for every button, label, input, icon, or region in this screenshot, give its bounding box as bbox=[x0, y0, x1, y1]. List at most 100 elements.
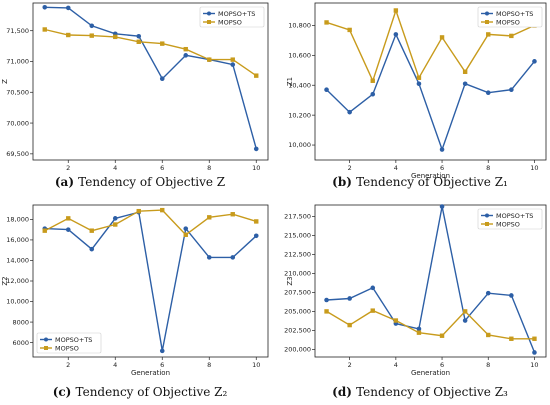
data-point bbox=[206, 255, 212, 260]
panel-caption: (a) Tendency of Objective Z bbox=[55, 175, 225, 189]
data-point bbox=[532, 336, 537, 341]
data-point bbox=[509, 87, 514, 93]
data-point bbox=[230, 212, 235, 217]
series-line-2 bbox=[44, 28, 257, 77]
x-tick-label: 10 bbox=[530, 361, 538, 369]
data-point bbox=[393, 318, 399, 323]
data-point bbox=[462, 309, 468, 314]
x-tick-label: 4 bbox=[394, 361, 398, 369]
legend-label: MOPSO+TS bbox=[55, 336, 92, 344]
y-tick-label: 210,000 bbox=[284, 270, 311, 278]
y-tick-label: 71,500 bbox=[6, 27, 29, 35]
panel-caption: (d) Tendency of Objective Z₃ bbox=[332, 385, 508, 399]
y-tick-label: 215,000 bbox=[284, 232, 311, 240]
data-point bbox=[370, 308, 375, 313]
legend-swatch-marker bbox=[207, 20, 211, 24]
data-point bbox=[462, 69, 468, 74]
data-point bbox=[136, 208, 141, 214]
data-point bbox=[113, 34, 118, 40]
x-axis-label: Generation bbox=[411, 369, 450, 377]
y-tick-label: 70,000 bbox=[6, 119, 29, 127]
data-point bbox=[230, 57, 235, 62]
data-point bbox=[42, 5, 48, 10]
data-point bbox=[160, 41, 165, 46]
data-point bbox=[89, 246, 95, 252]
data-point bbox=[347, 296, 352, 301]
y-tick-label: 202,500 bbox=[284, 327, 311, 335]
y-tick-label: 18,000 bbox=[6, 216, 29, 224]
data-point bbox=[486, 32, 491, 37]
data-point bbox=[183, 226, 189, 231]
x-tick-label: 2 bbox=[348, 361, 352, 369]
data-point bbox=[462, 81, 468, 87]
data-point bbox=[370, 78, 375, 83]
x-tick-label: 10 bbox=[252, 164, 260, 172]
data-point bbox=[485, 290, 491, 296]
panel-caption: (c) Tendency of Objective Z₂ bbox=[53, 385, 228, 399]
x-tick-label: 6 bbox=[160, 164, 164, 172]
data-point bbox=[509, 33, 514, 39]
legend-box bbox=[477, 208, 543, 230]
legend-box bbox=[36, 332, 102, 354]
caption-letter: (d) bbox=[332, 385, 356, 399]
caption-letter: (c) bbox=[53, 385, 76, 399]
data-point bbox=[509, 293, 514, 298]
chart-panel-3: 2 4 6 8 10 6000 8000 10,000 12,000 14,000 16,000 18… bbox=[1, 204, 269, 399]
y-tick-label: 207,500 bbox=[284, 289, 311, 297]
y-tick-label: 69,500 bbox=[6, 150, 29, 158]
data-point bbox=[462, 318, 468, 323]
data-point bbox=[113, 222, 118, 227]
y-tick-label: 10,000 bbox=[6, 298, 29, 306]
series-line-1 bbox=[326, 206, 536, 353]
legend-box bbox=[477, 6, 543, 28]
data-point bbox=[66, 32, 71, 38]
data-point bbox=[324, 20, 329, 25]
legend-label: MOPSO bbox=[496, 18, 520, 26]
x-tick-label: 8 bbox=[486, 164, 490, 172]
data-point bbox=[439, 147, 445, 152]
y-axis-label: Z2 bbox=[1, 276, 9, 285]
data-point bbox=[207, 57, 212, 62]
series-line-2 bbox=[44, 209, 257, 236]
x-axis-label: Generation bbox=[131, 369, 170, 377]
data-point bbox=[42, 228, 47, 233]
y-tick-label: 217,500 bbox=[284, 213, 311, 221]
data-point bbox=[416, 81, 422, 87]
caption-letter: (b) bbox=[332, 175, 356, 189]
x-tick-label: 10 bbox=[530, 164, 538, 172]
data-point bbox=[324, 297, 329, 303]
y-tick-label: 10,800 bbox=[288, 22, 311, 30]
x-tick-label: 6 bbox=[160, 361, 164, 369]
data-point bbox=[183, 53, 189, 58]
legend-label: MOPSO+TS bbox=[496, 10, 533, 18]
data-point bbox=[439, 35, 445, 40]
series-line-2 bbox=[326, 309, 535, 340]
legend-box bbox=[199, 6, 265, 28]
y-tick-label: 16,000 bbox=[6, 236, 29, 244]
legend-label: MOPSO bbox=[496, 220, 520, 228]
legend-swatch-marker bbox=[485, 222, 489, 226]
legend-label: MOPSO bbox=[218, 18, 242, 26]
legend-swatch-marker bbox=[485, 213, 489, 218]
data-point bbox=[347, 27, 352, 33]
x-tick-label: 6 bbox=[440, 361, 444, 369]
x-tick-label: 2 bbox=[66, 361, 70, 369]
legend-swatch-marker bbox=[44, 346, 48, 350]
legend-label: MOPSO bbox=[55, 344, 79, 352]
data-point bbox=[159, 76, 165, 82]
series-line-1 bbox=[44, 211, 257, 351]
panel-caption: (b) Tendency of Objective Z₁ bbox=[332, 175, 508, 189]
data-point bbox=[42, 27, 47, 32]
caption-text: Tendency of Objective Z₁ bbox=[356, 175, 508, 189]
x-tick-label: 8 bbox=[207, 164, 211, 172]
y-tick-label: 10,400 bbox=[288, 81, 311, 89]
legend-swatch-marker bbox=[207, 11, 211, 16]
data-point bbox=[89, 23, 95, 29]
y-tick-label: 10,600 bbox=[288, 52, 311, 60]
chart-panel-4: 2 4 6 8 10 200,000 202,500 205,000 207,500 210,00… bbox=[284, 204, 547, 399]
series-line-2 bbox=[326, 8, 535, 83]
data-point bbox=[136, 39, 141, 44]
